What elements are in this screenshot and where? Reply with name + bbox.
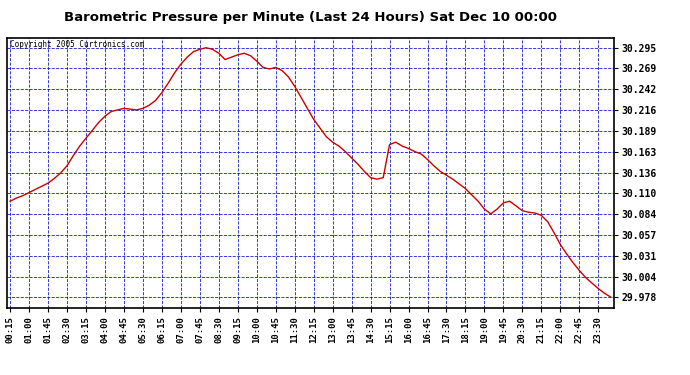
Text: Barometric Pressure per Minute (Last 24 Hours) Sat Dec 10 00:00: Barometric Pressure per Minute (Last 24 … [64,11,557,24]
Text: Copyright 2005 Curtronics.com: Copyright 2005 Curtronics.com [10,40,144,49]
